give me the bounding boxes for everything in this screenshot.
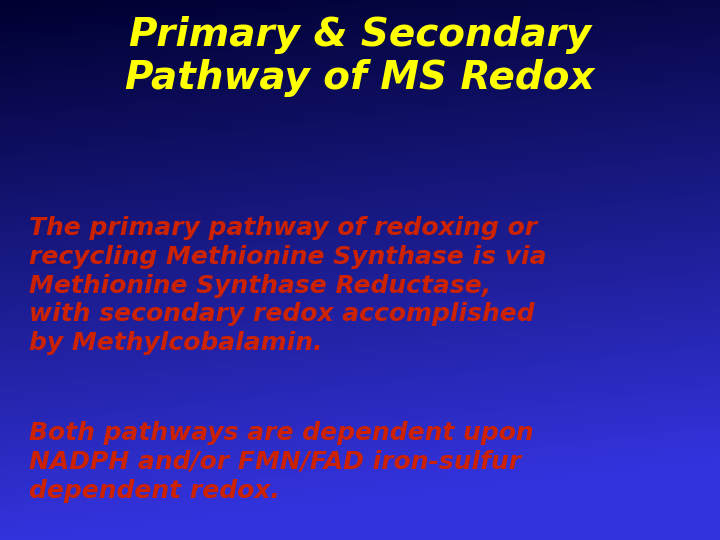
Text: The primary pathway of redoxing or
recycling Methionine Synthase is via
Methioni: The primary pathway of redoxing or recyc… <box>29 216 546 355</box>
Text: Both pathways are dependent upon
NADPH and/or FMN/FAD iron-sulfur
dependent redo: Both pathways are dependent upon NADPH a… <box>29 421 534 503</box>
Text: Primary & Secondary
Pathway of MS Redox: Primary & Secondary Pathway of MS Redox <box>125 16 595 97</box>
